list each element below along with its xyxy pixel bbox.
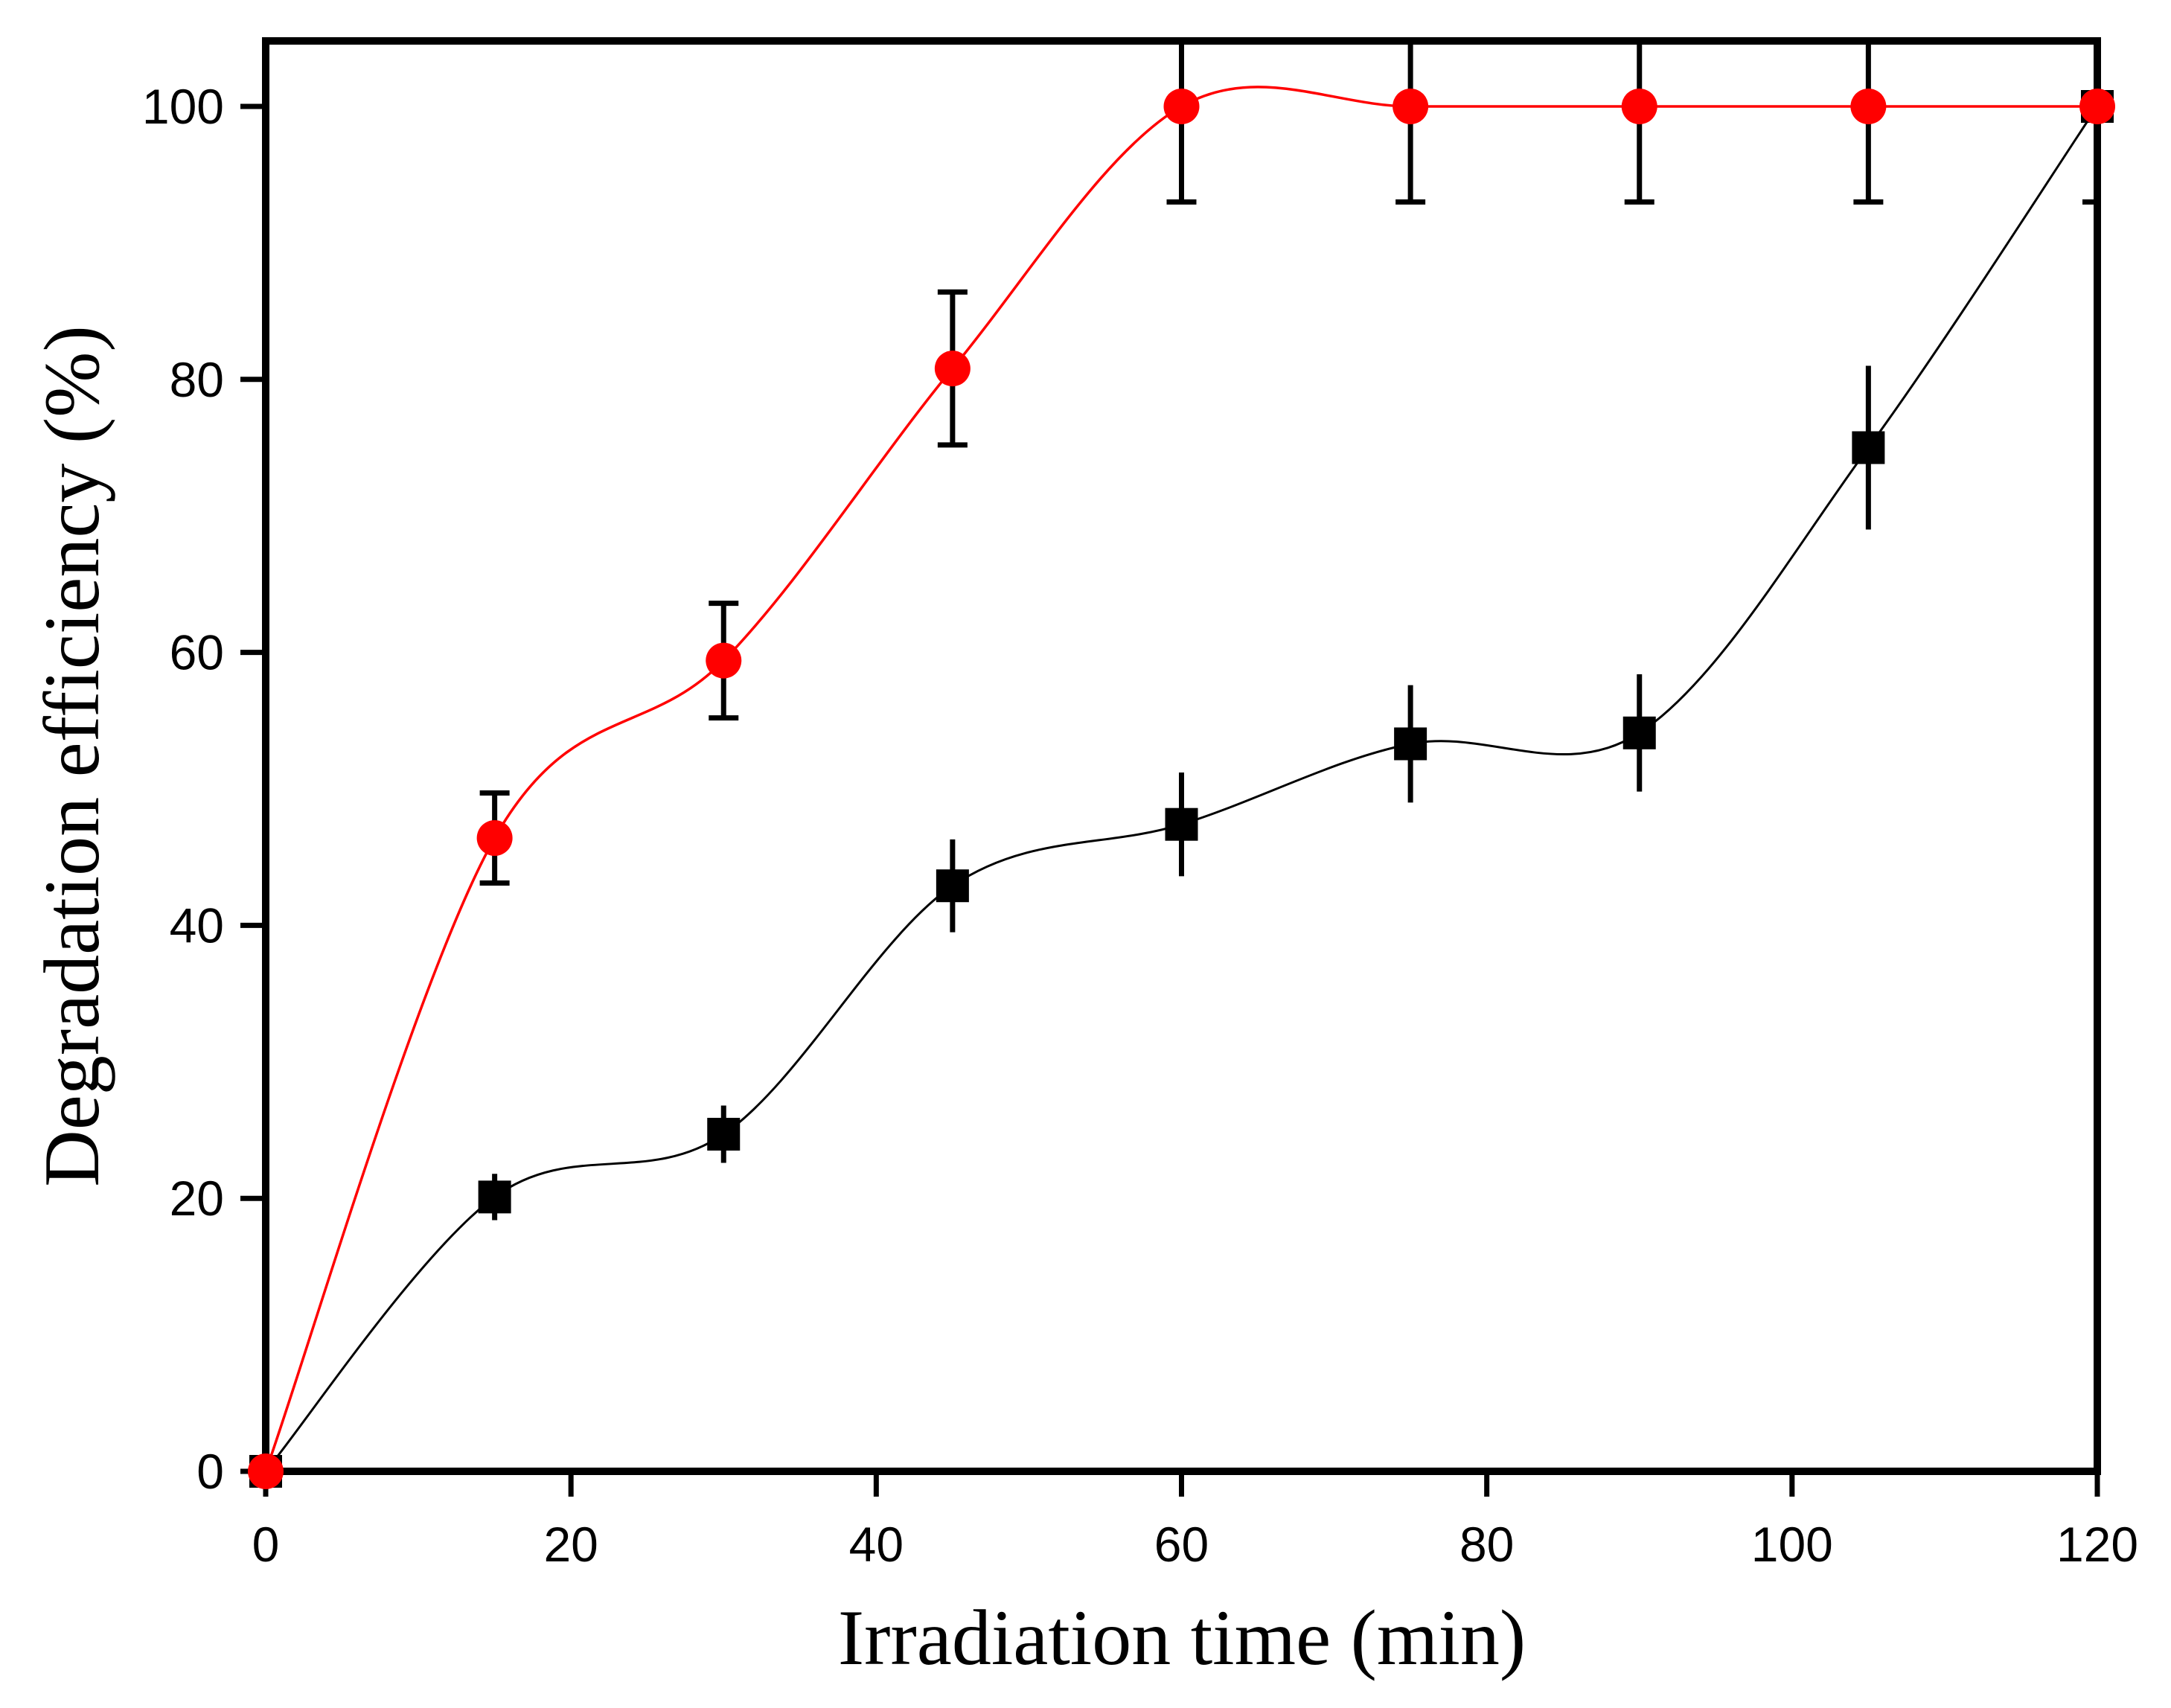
- data-point-circle: [2079, 89, 2115, 124]
- x-tick-label: 100: [1751, 1517, 1833, 1572]
- y-tick-label: 60: [170, 625, 224, 680]
- x-tick-label: 20: [543, 1517, 598, 1572]
- data-point-square: [1394, 727, 1427, 761]
- data-point-square: [1622, 716, 1656, 749]
- x-axis-title: Irradiation time (min): [838, 1594, 1526, 1681]
- data-point-square: [1852, 431, 1885, 464]
- plot-frame: [262, 37, 2101, 1475]
- data-point-circle: [706, 642, 742, 679]
- x-tick-label: 80: [1459, 1517, 1514, 1572]
- y-tick-label: 0: [196, 1444, 224, 1499]
- plot-content: 0 20 40 60 80 100 120 0 20 40 60 80 100: [142, 41, 2138, 1572]
- data-point-circle: [248, 1453, 284, 1489]
- data-point-circle: [1621, 89, 1657, 124]
- data-point-square: [936, 869, 969, 903]
- data-point-circle: [1163, 89, 1200, 124]
- data-point-circle: [476, 820, 513, 857]
- x-tick-label: 0: [252, 1517, 280, 1572]
- data-point-circle: [1393, 89, 1429, 124]
- series-red-circles: [248, 41, 2115, 1489]
- data-point-square: [1165, 807, 1198, 841]
- y-tick-label: 100: [142, 79, 224, 134]
- data-point-square: [478, 1180, 511, 1214]
- y-tick-label: 20: [170, 1171, 224, 1226]
- x-tick-label: 120: [2056, 1517, 2138, 1572]
- error-bars-black-squares: [492, 365, 1871, 1221]
- y-tick-label: 40: [170, 898, 224, 953]
- data-point-circle: [934, 351, 971, 387]
- x-tick-label: 40: [849, 1517, 904, 1572]
- x-axis-ticks: 0 20 40 60 80 100 120: [252, 1471, 2138, 1572]
- x-tick-label: 60: [1154, 1517, 1209, 1572]
- y-tick-label: 80: [170, 352, 224, 407]
- y-axis-ticks: 0 20 40 60 80 100: [142, 79, 266, 1499]
- data-point-circle: [1850, 89, 1887, 124]
- y-axis-title: Degradation efficiency (%): [28, 325, 115, 1187]
- data-point-square: [707, 1118, 741, 1151]
